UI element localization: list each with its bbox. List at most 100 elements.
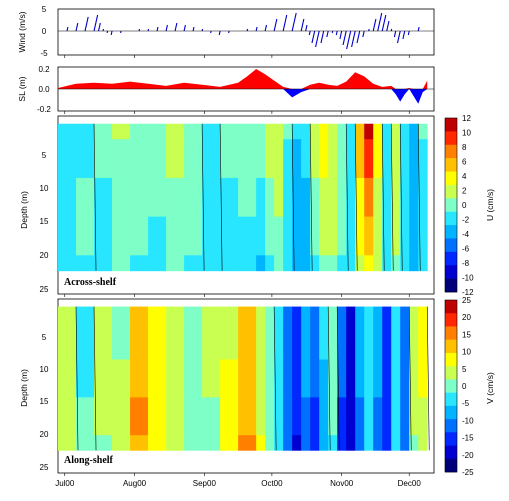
v-cell — [418, 321, 428, 360]
u-cell — [346, 255, 356, 272]
u-colorbar-tick: 12 — [462, 114, 471, 123]
wind-stick — [372, 18, 377, 32]
v-cell — [238, 321, 257, 360]
v-cell — [310, 435, 320, 451]
time-tick-label: Dec00 — [398, 479, 422, 488]
v-colorbar-swatch — [445, 352, 457, 367]
v-zero-contour — [426, 306, 430, 451]
v-colorbar-swatch — [445, 366, 457, 380]
u-cell — [310, 255, 320, 272]
u-colorbar-swatch — [445, 278, 457, 293]
along-shelf-panel: Along-shelf 5 10 15 20 25 Depth (m) 25 20… — [19, 296, 495, 477]
u-colorbar: 12 10 8 6 4 2 0 -2 -4 -6 -8 -10 -12 — [444, 114, 474, 297]
u-colorbar-swatch — [445, 118, 457, 132]
v-cell — [238, 306, 257, 323]
v-cell — [364, 306, 374, 323]
v-cell — [256, 359, 266, 398]
v-cell — [328, 435, 338, 451]
u-cell — [274, 139, 284, 179]
wind-stick — [110, 30, 113, 36]
v-cell — [391, 359, 401, 398]
u-cell — [355, 123, 365, 140]
u-cell — [166, 123, 185, 140]
wind-stick — [308, 30, 311, 36]
v-cell — [202, 359, 221, 398]
u-cell — [202, 123, 221, 140]
u-cell — [148, 177, 167, 218]
v-cell — [301, 306, 311, 323]
u-cell — [238, 216, 257, 256]
v-cell — [346, 321, 356, 360]
v-cell — [220, 321, 239, 360]
v-cell — [220, 397, 239, 436]
u-cell — [418, 177, 428, 218]
v-cell — [418, 397, 428, 436]
u-cell — [112, 216, 131, 256]
u-cell — [76, 123, 95, 140]
wind-stick — [377, 12, 383, 32]
u-ytick-15: 15 — [40, 217, 49, 226]
wind-stick — [346, 30, 352, 50]
wind-stick — [315, 30, 320, 48]
v-cell — [130, 359, 149, 398]
v-colorbar-tick: 25 — [462, 296, 471, 305]
u-cell — [373, 177, 383, 218]
u-cell — [319, 177, 329, 218]
v-cell — [364, 435, 374, 451]
wind-stick — [351, 30, 356, 48]
u-cell — [184, 139, 203, 179]
v-zero-contour — [93, 306, 97, 451]
v-cell — [265, 321, 275, 360]
wind-stick — [183, 24, 186, 32]
u-zero-contour — [309, 123, 313, 271]
v-cell — [301, 435, 311, 451]
v-cell — [382, 321, 392, 360]
v-cell — [166, 306, 185, 323]
v-ytick-15: 15 — [40, 397, 49, 406]
v-colorbar-tick: -5 — [462, 399, 470, 408]
v-cell — [409, 359, 419, 398]
v-colorbar-tick: -15 — [462, 434, 474, 443]
u-colorbar-tick: 8 — [462, 143, 467, 152]
v-cell — [346, 359, 356, 398]
v-cell — [274, 306, 284, 323]
v-cell — [310, 306, 320, 323]
time-tick-label: Oct00 — [261, 479, 283, 488]
u-cell — [400, 216, 410, 256]
v-cell — [220, 359, 239, 398]
u-cell — [130, 216, 149, 256]
v-panel-title: Along-shelf — [64, 455, 114, 466]
v-cell — [328, 321, 338, 360]
v-cell — [265, 359, 275, 398]
u-cell — [130, 123, 149, 140]
u-zero-contour — [93, 123, 97, 271]
u-cell — [283, 139, 293, 179]
u-ytick-10: 10 — [40, 184, 49, 193]
u-colorbar-tick: 0 — [462, 201, 467, 210]
v-cell — [274, 359, 284, 398]
u-cell — [328, 139, 338, 179]
u-cell — [319, 255, 329, 272]
v-colorbar-swatch — [445, 432, 457, 446]
v-colorbar-swatch — [445, 326, 457, 340]
v-cell — [409, 306, 419, 323]
wind-stick — [407, 30, 410, 36]
v-cell — [112, 435, 131, 451]
u-cell — [112, 177, 131, 218]
v-cell — [130, 306, 149, 323]
v-cell — [166, 321, 185, 360]
u-cell — [58, 177, 77, 218]
v-zero-contour — [408, 306, 412, 451]
v-cell — [184, 321, 203, 360]
u-cell — [238, 139, 257, 179]
u-cell — [364, 177, 374, 218]
u-cell — [292, 216, 302, 256]
v-cell — [148, 321, 167, 360]
u-colorbar-tick: -6 — [462, 245, 470, 254]
v-cell — [364, 321, 374, 360]
time-axis: Jul00 Aug00 Sep00 Oct00 Nov00 Dec00 — [55, 55, 421, 488]
u-cell — [364, 123, 374, 140]
v-colorbar-swatch — [445, 445, 457, 460]
u-cell — [346, 139, 356, 179]
v-cell — [310, 321, 320, 360]
